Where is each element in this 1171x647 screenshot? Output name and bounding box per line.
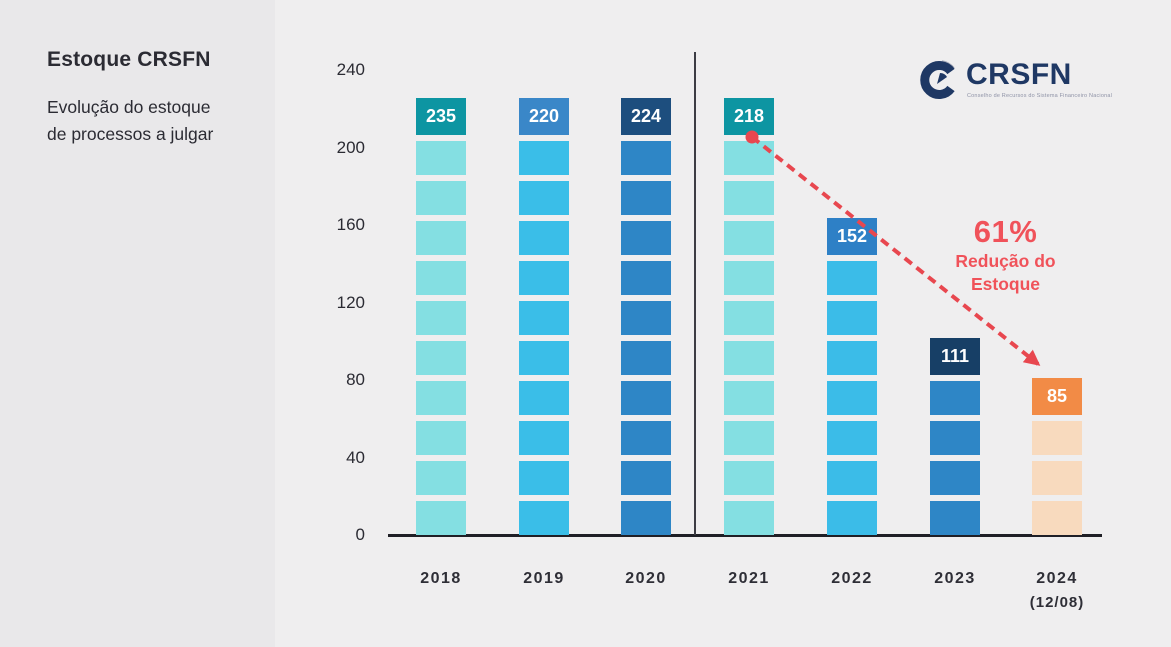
bar-segment (519, 261, 569, 295)
x-axis-label-2018: 2018 (420, 570, 462, 587)
bar-segment (1032, 421, 1082, 455)
bar-segment (724, 141, 774, 175)
reduction-label-line1: Redução do (955, 251, 1056, 271)
bar-segment (621, 421, 671, 455)
y-tick-label: 40 (346, 447, 365, 467)
page-title: Estoque CRSFN (47, 48, 211, 71)
y-tick-label: 120 (336, 292, 365, 312)
bar-segment (621, 461, 671, 495)
bar-segment (724, 501, 774, 535)
bar-segment (519, 221, 569, 255)
bar-segment (416, 181, 466, 215)
bar-segment (724, 221, 774, 255)
bar-segment (724, 341, 774, 375)
bar-segment (416, 301, 466, 335)
bar-segment (724, 381, 774, 415)
bar-segment (827, 501, 877, 535)
bar-value-label: 220 (519, 98, 569, 135)
bar-segment (416, 381, 466, 415)
x-axis-line (388, 534, 1102, 537)
x-axis-label-2019: 2019 (523, 570, 565, 587)
bar-segment (827, 461, 877, 495)
bar-segment (724, 301, 774, 335)
crsfn-logo-text: CRSFN (966, 58, 1072, 91)
crsfn-logo-tagline: Conselho de Recursos do Sistema Financei… (967, 93, 1113, 99)
bar-segment (416, 221, 466, 255)
bar-segment (621, 341, 671, 375)
bar-segment (930, 461, 980, 495)
x-axis-sublabel-2024: (12/08) (1029, 594, 1085, 611)
bar-segment (1032, 501, 1082, 535)
bar-segment (724, 461, 774, 495)
crsfn-logo: CRSFN Conselho de Recursos do Sistema Fi… (920, 58, 1112, 106)
bar-segment (519, 341, 569, 375)
bar-segment (724, 261, 774, 295)
bar-segment (621, 261, 671, 295)
bar-value-label: 152 (827, 218, 877, 255)
bar-value-label: 235 (416, 98, 466, 135)
crsfn-logo-icon (920, 60, 955, 99)
bar-segment (621, 141, 671, 175)
bar-2022: 152 (827, 218, 877, 535)
bar-segment (724, 421, 774, 455)
bar-segment (416, 501, 466, 535)
page-subtitle-line2: de processos a julgar (47, 124, 214, 144)
bar-segment (519, 461, 569, 495)
y-tick-label: 240 (336, 60, 365, 79)
bar-segment (416, 421, 466, 455)
bar-segment (724, 181, 774, 215)
bar-segment (416, 261, 466, 295)
bar-segment (416, 141, 466, 175)
bar-segment (930, 381, 980, 415)
reduction-annotation: 61% Redução do Estoque (938, 214, 1073, 296)
bar-segment (519, 181, 569, 215)
x-axis-label-2021: 2021 (728, 570, 770, 587)
x-axis-label-2022: 2022 (831, 570, 873, 587)
period-divider-line (694, 52, 696, 535)
bar-segment (621, 221, 671, 255)
bar-value-label: 224 (621, 98, 671, 135)
bar-2024: 85 (1032, 378, 1082, 535)
bar-2021: 218 (724, 98, 774, 535)
x-axis-label-2023: 2023 (934, 570, 976, 587)
bar-value-label: 218 (724, 98, 774, 135)
bar-segment (930, 501, 980, 535)
y-tick-label: 80 (346, 370, 365, 389)
bar-segment (416, 341, 466, 375)
bar-segment (827, 421, 877, 455)
bar-segment (827, 381, 877, 415)
bar-segment (827, 261, 877, 295)
bar-2019: 220 (519, 98, 569, 535)
bar-segment (621, 381, 671, 415)
reduction-percent: 61% (973, 214, 1038, 249)
page-subtitle: Evolução do estoque de processos a julga… (47, 94, 213, 148)
bar-segment (827, 341, 877, 375)
bar-segment (519, 141, 569, 175)
bar-segment (621, 301, 671, 335)
reduction-label-line2: Estoque (970, 274, 1041, 294)
y-tick-label: 200 (336, 137, 365, 157)
bar-segment (519, 381, 569, 415)
x-axis-label-2020: 2020 (625, 570, 667, 587)
bar-segment (519, 501, 569, 535)
page-subtitle-line1: Evolução do estoque (47, 97, 211, 117)
sidebar-panel: Estoque CRSFN Evolução do estoque de pro… (0, 0, 275, 647)
bar-2020: 224 (621, 98, 671, 535)
bar-segment (519, 301, 569, 335)
bar-segment (827, 301, 877, 335)
bar-value-label: 85 (1032, 378, 1082, 415)
x-axis-label-2024: 2024 (1036, 570, 1078, 587)
bar-value-label: 111 (930, 338, 980, 375)
bar-segment (1032, 461, 1082, 495)
bar-segment (416, 461, 466, 495)
bar-2023: 111 (930, 338, 980, 535)
bar-segment (519, 421, 569, 455)
bar-segment (621, 501, 671, 535)
y-tick-label: 0 (355, 525, 365, 544)
bar-segment (621, 181, 671, 215)
y-tick-label: 160 (336, 215, 365, 234)
bar-segment (930, 421, 980, 455)
bar-2018: 235 (416, 98, 466, 535)
